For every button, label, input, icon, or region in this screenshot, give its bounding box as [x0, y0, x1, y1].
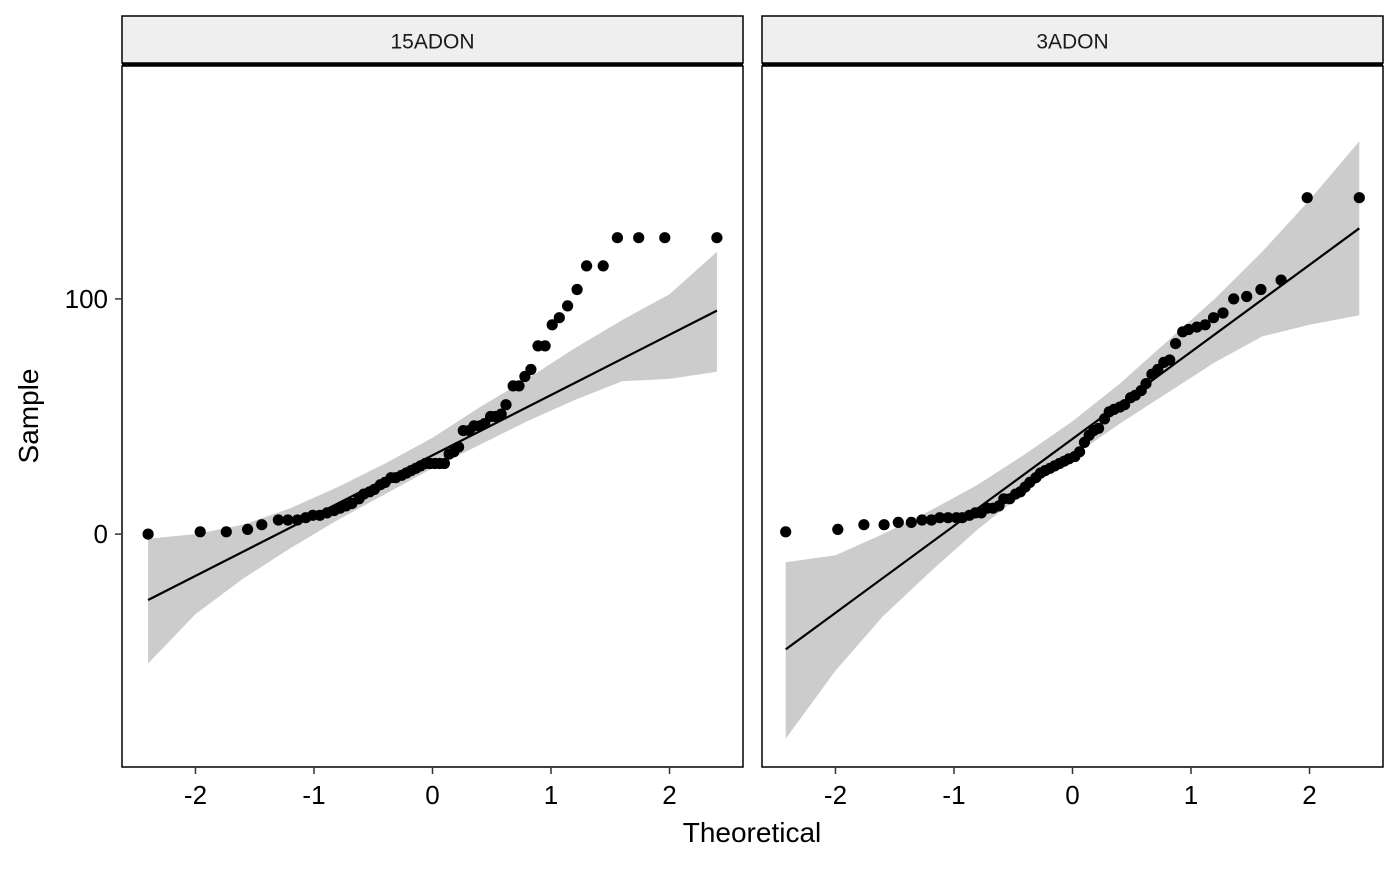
x-tick-label: -1	[302, 780, 325, 810]
data-point	[1353, 192, 1365, 204]
data-point	[256, 519, 268, 531]
x-tick-label: 1	[544, 780, 558, 810]
data-point	[1228, 293, 1240, 305]
data-point	[905, 516, 917, 529]
data-point	[858, 519, 870, 531]
data-point	[780, 526, 792, 538]
strip-background	[761, 15, 1384, 64]
data-point	[597, 260, 609, 272]
x-tick-label: -1	[942, 780, 965, 810]
data-point	[942, 512, 954, 524]
data-point	[194, 526, 206, 538]
data-point	[272, 514, 284, 526]
data-point	[832, 523, 844, 536]
data-point	[142, 528, 154, 540]
confidence-band	[148, 251, 717, 664]
x-axis: -2 -1 0 1 2 -2 -1 0 1 2	[184, 767, 1317, 810]
data-point	[892, 516, 904, 529]
data-point	[546, 319, 558, 331]
x-tick-label: 1	[1184, 780, 1198, 810]
panel-strip-label: 15ADON	[390, 31, 474, 54]
data-point	[1170, 338, 1182, 350]
panel-3adon: 3ADON	[761, 15, 1384, 768]
data-point	[525, 363, 537, 376]
x-tick-label: 2	[1302, 780, 1316, 810]
data-point	[513, 380, 525, 392]
data-point	[242, 523, 254, 536]
x-tick-label: -2	[184, 780, 207, 810]
data-point	[633, 232, 645, 244]
data-point	[1275, 274, 1287, 286]
data-point	[571, 283, 583, 296]
data-point	[539, 340, 551, 352]
x-tick-label: -2	[824, 780, 847, 810]
data-point	[495, 408, 507, 420]
strip-background	[121, 15, 744, 64]
data-point	[878, 519, 890, 531]
data-point	[611, 232, 624, 244]
data-point	[1140, 378, 1152, 390]
data-point	[500, 399, 512, 411]
panel-border	[761, 65, 1384, 768]
data-point	[1207, 312, 1220, 324]
panel-15adon: 15ADON	[121, 15, 744, 768]
data-point	[581, 260, 593, 272]
data-point	[711, 232, 723, 244]
data-point	[453, 441, 465, 453]
data-point	[282, 514, 294, 526]
x-tick-label: 2	[662, 780, 676, 810]
data-point	[916, 514, 928, 526]
panel-border	[121, 65, 744, 768]
x-tick-label: 0	[425, 780, 439, 810]
y-axis: 0 100	[65, 284, 122, 549]
plot-area-15adon	[142, 232, 723, 664]
data-point	[220, 526, 232, 538]
data-point	[1241, 290, 1253, 303]
data-point	[1199, 319, 1211, 331]
data-point	[1164, 354, 1176, 366]
y-tick-label: 100	[65, 284, 108, 314]
plot-area-3adon	[780, 141, 1365, 739]
data-point	[438, 457, 450, 470]
data-point	[1301, 192, 1313, 204]
data-point	[1217, 307, 1229, 319]
data-point	[562, 300, 574, 312]
y-tick-label: 0	[94, 519, 108, 549]
data-point	[1074, 446, 1086, 458]
data-point	[934, 512, 946, 524]
data-point	[659, 232, 671, 244]
data-point	[1255, 283, 1267, 296]
reference-line	[785, 227, 1360, 651]
panel-strip-label: 3ADON	[1036, 31, 1108, 54]
reference-line	[147, 309, 718, 601]
data-point	[1093, 422, 1105, 434]
x-axis-title: Theoretical	[683, 817, 822, 848]
y-axis-title: Sample	[13, 369, 44, 464]
data-point	[553, 312, 565, 324]
x-tick-label: 0	[1065, 780, 1079, 810]
